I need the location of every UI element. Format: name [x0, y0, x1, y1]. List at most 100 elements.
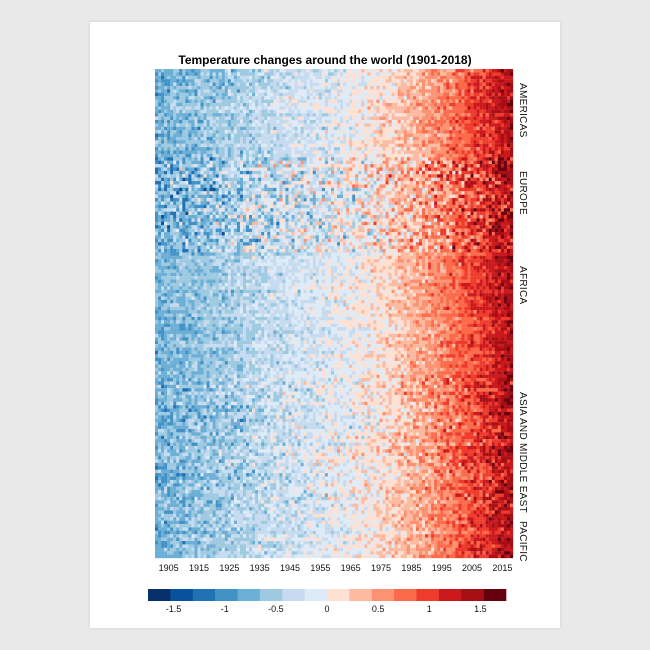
heatmap-cell	[176, 119, 180, 124]
heatmap-cell	[203, 177, 207, 182]
heatmap-cell	[440, 119, 444, 124]
heatmap-cell	[482, 177, 486, 182]
heatmap-cell	[261, 150, 265, 155]
heatmap-cell	[403, 150, 407, 155]
heatmap-cell	[382, 184, 386, 189]
heatmap-cell	[334, 157, 338, 161]
heatmap-cell	[488, 116, 492, 121]
heatmap-cell	[409, 119, 414, 124]
heatmap-cell	[364, 116, 368, 121]
heatmap-cell	[482, 160, 486, 165]
heatmap-cell	[428, 204, 432, 209]
heatmap-cell	[400, 102, 404, 107]
heatmap-cell	[382, 191, 386, 195]
heatmap-cell	[309, 116, 313, 121]
heatmap-cell	[425, 92, 429, 97]
heatmap-cell	[346, 133, 350, 138]
heatmap-cell	[167, 187, 171, 192]
heatmap-cell	[494, 106, 498, 110]
heatmap-cell	[479, 147, 483, 151]
heatmap-cell	[179, 177, 183, 182]
heatmap-cell	[197, 126, 201, 131]
heatmap-cell	[273, 85, 277, 90]
heatmap-cell	[440, 136, 444, 141]
heatmap-cell	[194, 198, 198, 202]
heatmap-cell	[170, 130, 174, 134]
heatmap-cell	[312, 92, 316, 97]
heatmap-cell	[452, 184, 456, 189]
heatmap-cell	[449, 153, 453, 158]
heatmap-cell	[215, 208, 219, 212]
heatmap-cell	[431, 201, 435, 205]
heatmap-cell	[440, 194, 444, 199]
heatmap-cell	[376, 191, 380, 195]
heatmap-cell	[491, 79, 495, 83]
heatmap-cell	[270, 153, 274, 158]
heatmap-cell	[282, 75, 286, 80]
heatmap-cell	[379, 153, 383, 158]
heatmap-cell	[455, 79, 459, 83]
heatmap-cell	[431, 187, 435, 192]
heatmap-cell	[400, 89, 404, 93]
heatmap-cell	[327, 174, 332, 178]
heatmap-cell	[155, 177, 159, 182]
heatmap-cell	[497, 187, 502, 192]
heatmap-cell	[367, 143, 371, 148]
heatmap-cell	[164, 72, 168, 76]
heatmap-cell	[391, 198, 395, 202]
heatmap-cell	[176, 198, 180, 202]
heatmap-cell	[497, 143, 502, 148]
heatmap-cell	[394, 116, 398, 121]
heatmap-cell	[434, 160, 438, 165]
heatmap-cell	[461, 191, 465, 195]
heatmap-cell	[276, 106, 280, 110]
heatmap-cell	[431, 106, 435, 110]
heatmap-cell	[261, 157, 265, 161]
heatmap-cell	[230, 85, 235, 90]
heatmap-cell	[470, 184, 474, 189]
heatmap-cell	[155, 140, 159, 144]
heatmap-cell	[494, 99, 498, 104]
heatmap-cell	[282, 150, 286, 155]
heatmap-cell	[288, 208, 292, 212]
heatmap-cell	[497, 133, 502, 138]
heatmap-cell	[230, 96, 235, 100]
heatmap-cell	[352, 153, 356, 158]
heatmap-cell	[321, 167, 326, 172]
heatmap-cell	[303, 79, 307, 83]
heatmap-cell	[388, 194, 392, 199]
heatmap-cell	[461, 119, 465, 124]
heatmap-cell	[179, 191, 183, 195]
heatmap-cell	[388, 204, 392, 209]
heatmap-cell	[291, 82, 295, 87]
heatmap-cell	[212, 157, 216, 161]
heatmap-cell	[418, 157, 423, 161]
heatmap-cell	[482, 126, 486, 131]
heatmap-cell	[188, 187, 192, 192]
heatmap-cell	[382, 174, 386, 178]
heatmap-cell	[282, 82, 286, 87]
heatmap-cell	[221, 123, 225, 127]
heatmap-cell	[485, 150, 489, 155]
heatmap-cell	[288, 160, 292, 165]
heatmap-cell	[246, 184, 250, 189]
heatmap-cell	[355, 75, 359, 80]
heatmap-cell	[406, 157, 410, 161]
heatmap-cell	[364, 109, 368, 114]
heatmap-cell	[158, 79, 162, 83]
heatmap-cell	[224, 119, 228, 124]
heatmap-cell	[421, 130, 426, 134]
heatmap-cell	[382, 204, 386, 209]
heatmap-cell	[279, 79, 283, 83]
heatmap-cell	[431, 157, 435, 161]
heatmap-cell	[233, 96, 238, 100]
heatmap-cell	[400, 123, 404, 127]
heatmap-cell	[479, 191, 483, 195]
heatmap-cell	[188, 130, 192, 134]
heatmap-cell	[215, 96, 219, 100]
heatmap-cell	[406, 113, 410, 117]
heatmap-cell	[500, 99, 505, 104]
heatmap-cell	[236, 164, 241, 168]
heatmap-cell	[434, 208, 438, 212]
heatmap-cell	[361, 160, 365, 165]
